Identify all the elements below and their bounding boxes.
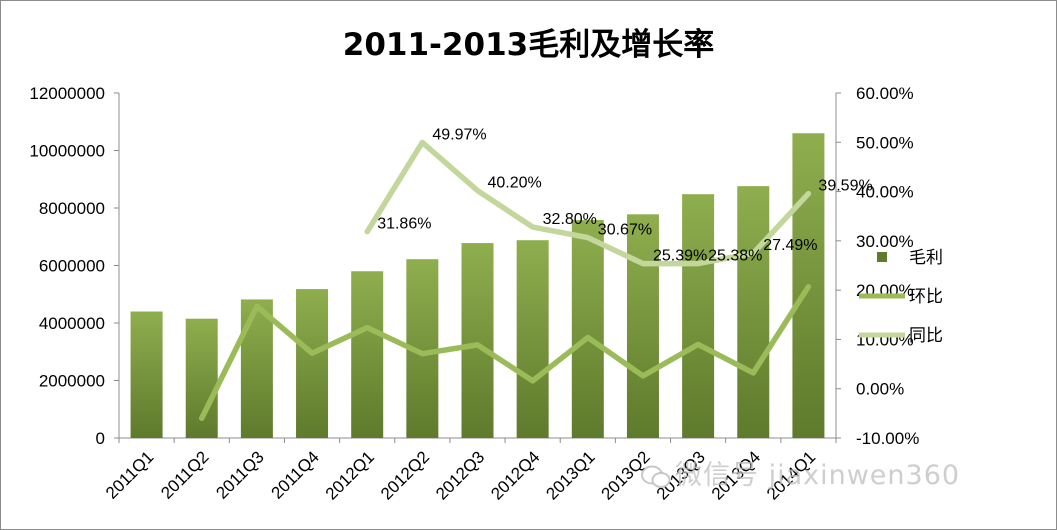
bar-mark (240, 299, 273, 438)
right-tick-label: 50.00% (856, 133, 914, 152)
left-tick-label: 12000000 (29, 84, 105, 103)
x-tick-label: 2012Q3 (432, 447, 488, 503)
right-tick-label: 0.00% (856, 380, 904, 399)
data-label: 25.38% (708, 248, 762, 265)
legend-label: 同比 (909, 326, 943, 346)
data-label: 25.39% (653, 248, 707, 265)
x-tick-label: 2012Q4 (487, 447, 543, 503)
chart-title: 2011-2013毛利及增长率 (342, 27, 715, 63)
left-tick-label: 8000000 (39, 199, 105, 218)
legend-swatch (877, 252, 887, 262)
legend-label: 环比 (909, 287, 943, 307)
data-label: 27.49% (763, 237, 817, 254)
bar-mark (737, 186, 770, 438)
line-series (198, 139, 812, 422)
series-line (364, 139, 812, 267)
x-tick-label: 2011Q4 (268, 447, 323, 502)
data-labels: 31.86% 49.97% 40.20% 32.80%30.67%25.39% 25.3… (377, 126, 872, 264)
right-tick-label: 30.00% (856, 232, 914, 251)
bar-series (130, 133, 825, 438)
data-label: 30.67% (598, 222, 652, 239)
x-tick-label: 2012Q1 (322, 447, 378, 503)
data-label: 39.59% (818, 178, 872, 195)
data-label: 40.20% (488, 175, 542, 192)
right-tick-label: -10.00% (856, 429, 919, 448)
bar-mark (130, 311, 163, 438)
data-label: 32.80% (543, 211, 597, 228)
left-tick-label: 4000000 (39, 314, 105, 333)
x-tick-label: 2012Q2 (377, 447, 433, 503)
data-label: 31.86% (377, 216, 431, 233)
watermark: 微信号 jiaxinwen360 (641, 453, 960, 492)
bar-mark (571, 220, 604, 438)
left-tick-label: 6000000 (39, 257, 105, 276)
bar-mark (351, 271, 384, 438)
bar-mark (296, 289, 329, 438)
x-tick-label: 2011Q3 (212, 447, 267, 502)
legend-label: 毛利 (909, 248, 943, 268)
right-tick-label: 40.00% (856, 183, 914, 202)
bar-mark (626, 214, 659, 438)
left-tick-label: 0 (96, 429, 105, 448)
wechat-icon (641, 465, 671, 488)
bar-mark (461, 243, 494, 438)
data-label: 49.97% (432, 126, 486, 143)
series-line (198, 283, 812, 422)
right-tick-label: 60.00% (856, 84, 914, 103)
left-tick-label: 2000000 (39, 372, 105, 391)
x-tick-label: 2011Q1 (102, 447, 157, 502)
x-tick-label: 2011Q2 (157, 447, 212, 502)
watermark-text: 微信号 jiaxinwen360 (675, 460, 961, 491)
left-tick-label: 10000000 (29, 142, 105, 161)
bar-mark (516, 240, 549, 438)
x-tick-label: 2013Q1 (542, 447, 598, 503)
bar-mark (682, 194, 715, 438)
